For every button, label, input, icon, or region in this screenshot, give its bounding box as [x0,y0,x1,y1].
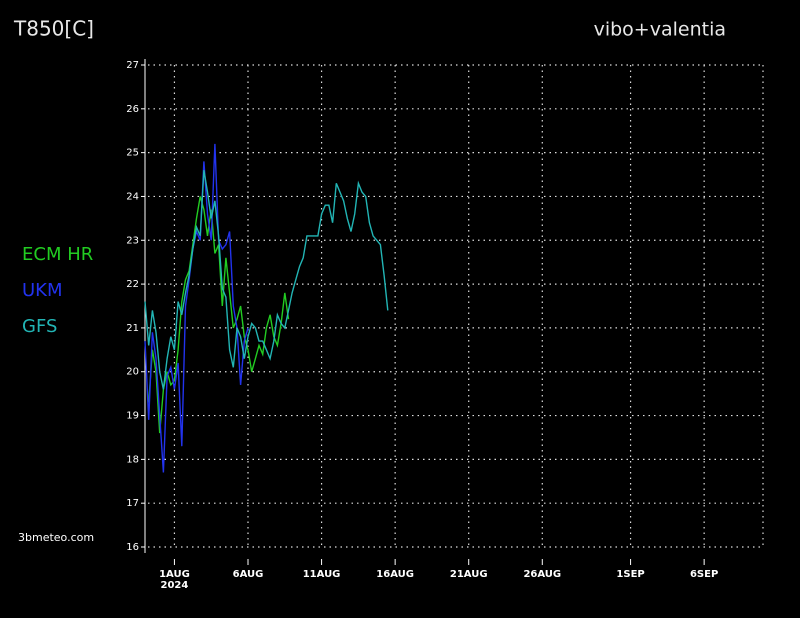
x-tick-label: 16AUG [376,569,414,580]
y-tick-label: 18 [126,454,139,465]
y-tick-label: 22 [126,279,139,290]
location: vibo+valentia [594,19,726,41]
legend-entry: UKM [22,280,63,301]
y-tick-label: 20 [126,367,139,378]
x-tick-label: 1SEP [616,569,644,580]
x-tick-label: 26AUG [523,569,561,580]
y-tick-label: 21 [126,323,139,334]
y-tick-label: 25 [126,148,139,159]
legend-entry: ECM HR [22,244,93,265]
y-tick-label: 17 [126,498,139,509]
x-tick-label: 6AUG [233,569,264,580]
series-line [144,143,249,473]
y-tick-label: 27 [126,60,139,71]
y-tick-label: 16 [126,542,139,553]
chart-title: T850[C] [13,17,94,41]
year-label: 2024 [161,580,189,591]
y-tick-label: 23 [126,235,139,246]
y-tick-label: 24 [126,191,139,202]
x-tick-label: 1AUG [159,569,190,580]
y-tick-label: 26 [126,104,139,115]
x-tick-label: 21AUG [450,569,488,580]
legend-entry: GFS [22,316,57,337]
y-tick-label: 19 [126,411,139,422]
x-tick-label: 11AUG [303,569,341,580]
source: 3bmeteo.com [18,531,94,544]
series-line [144,170,389,390]
x-tick-label: 6SEP [690,569,718,580]
